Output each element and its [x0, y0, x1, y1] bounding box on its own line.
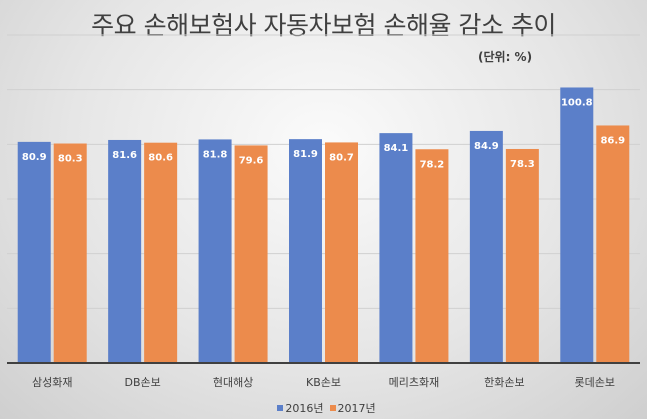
- data-label: 81.9: [293, 149, 318, 160]
- bar-2017년: [325, 142, 358, 363]
- data-label: 81.8: [203, 149, 228, 160]
- x-tick-label: 삼성화재: [32, 376, 72, 389]
- x-tick-label: KB손보: [306, 376, 341, 389]
- data-label: 81.6: [112, 150, 137, 161]
- bar-2016년: [560, 87, 594, 363]
- bar-2017년: [53, 143, 87, 363]
- bar-2017년: [415, 149, 449, 363]
- x-tick-label: 메리츠화재: [389, 376, 440, 389]
- legend-label: 2016년: [285, 402, 324, 415]
- x-tick-label: 현대해상: [213, 375, 253, 389]
- legend: 2016년 2017년: [0, 400, 647, 416]
- data-label: 84.9: [474, 141, 499, 152]
- unit-note: (단위: %): [478, 50, 533, 64]
- data-label: 79.6: [239, 155, 264, 166]
- x-tick-label: 롯데손보: [575, 376, 615, 389]
- bar-2016년: [289, 139, 322, 363]
- data-label: 80.3: [58, 154, 83, 165]
- data-label: 80.6: [148, 153, 173, 164]
- bar-2016년: [108, 139, 142, 363]
- bar-2016년: [469, 130, 503, 363]
- data-label: 84.1: [384, 143, 409, 154]
- x-tick-label: 한화손보: [484, 376, 524, 389]
- legend-swatch: [329, 405, 336, 411]
- bar-2016년: [17, 141, 51, 363]
- data-label: 78.3: [510, 159, 535, 170]
- x-tick-label: DB손보: [125, 376, 161, 389]
- bar-2017년: [596, 125, 630, 364]
- legend-label: 2017년: [337, 402, 376, 415]
- data-label: 100.8: [561, 97, 593, 108]
- data-label: 78.2: [420, 159, 445, 170]
- bar-2016년: [379, 133, 413, 363]
- bar-2017년: [144, 142, 178, 363]
- data-label: 86.9: [600, 135, 625, 146]
- bar-2017년: [234, 145, 268, 363]
- data-label: 80.7: [329, 152, 354, 163]
- bar-2016년: [198, 139, 232, 363]
- data-label: 80.9: [22, 152, 47, 163]
- bar-2017년: [505, 148, 539, 363]
- legend-swatch: [277, 405, 284, 411]
